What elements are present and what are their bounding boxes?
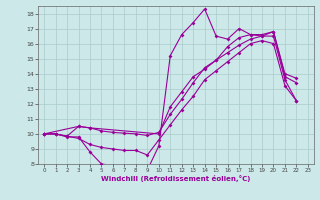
X-axis label: Windchill (Refroidissement éolien,°C): Windchill (Refroidissement éolien,°C) <box>101 175 251 182</box>
